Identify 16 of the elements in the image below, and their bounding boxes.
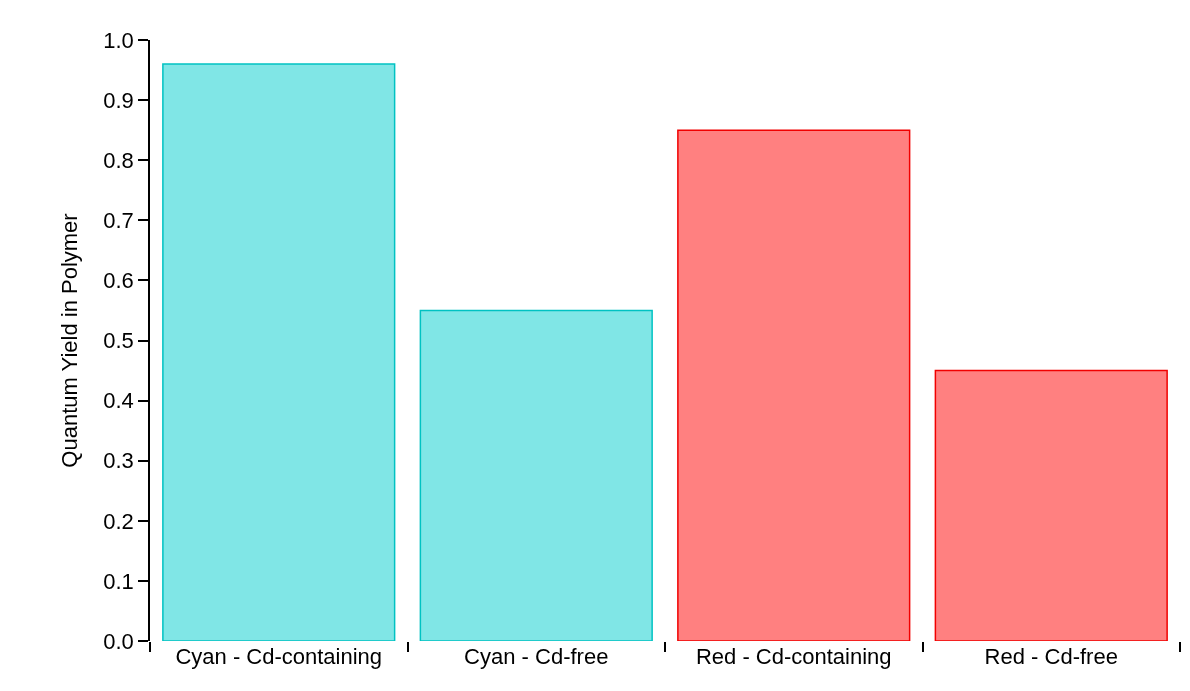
x-tick-label: Red - Cd-containing — [695, 644, 892, 669]
x-tick-label: Cyan - Cd-containing — [175, 644, 383, 669]
y-tick-label: 0.7 — [103, 208, 134, 233]
y-tick-label: 0.0 — [103, 628, 134, 654]
y-tick-label: 0.1 — [103, 568, 134, 594]
y-tick-label: 0.6 — [103, 268, 134, 294]
y-axis-title: Quantum Yield in Polymer — [56, 213, 82, 468]
y-tick-label: 0.4 — [103, 388, 134, 414]
y-tick-label: 0.9 — [103, 87, 134, 113]
y-tick-label: 0.2 — [103, 508, 134, 534]
y-tick-label: 0.3 — [103, 448, 134, 474]
y-tick-label: 0.8 — [103, 147, 134, 173]
y-tick-label: 0.5 — [103, 328, 134, 354]
y-tick-label: 1.0 — [103, 27, 134, 53]
x-tick-label: Red - Cd-free — [984, 644, 1118, 669]
x-tick-label: Cyan - Cd-free — [464, 644, 609, 669]
